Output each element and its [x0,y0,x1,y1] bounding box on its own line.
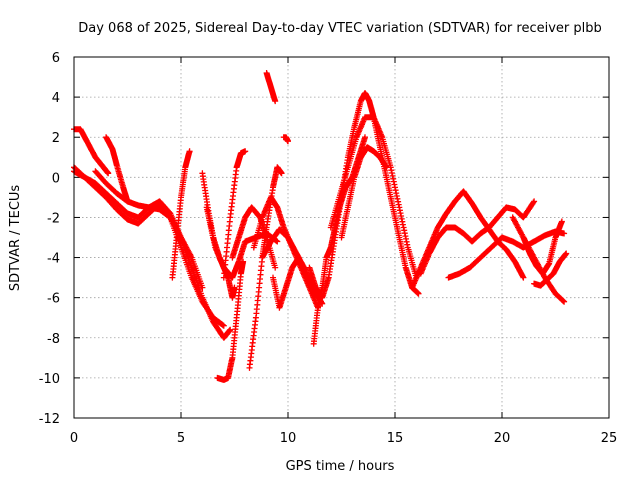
data-series-sat-n [259,226,326,307]
x-tick-label: 25 [601,431,618,446]
data-point-markers [327,114,420,281]
x-tick-label: 0 [70,431,78,446]
y-tick-label: 4 [52,91,60,106]
data-series-sat-q [270,254,302,311]
data-series-sat-p [280,134,291,145]
data-point-markers [203,204,238,301]
x-tick-label: 15 [387,431,404,446]
x-tick-label: 20 [494,431,511,446]
data-points [71,70,570,383]
x-tick-label: 5 [177,431,185,446]
chart-title: Day 068 of 2025, Sidereal Day-to-day VTE… [78,21,602,36]
y-tick-label: -4 [47,252,60,267]
data-point-markers [531,250,570,289]
y-tick-label: 0 [52,171,60,186]
data-series-sat-f [169,148,193,281]
data-point-markers [92,168,206,291]
data-series-sat-z [531,250,570,289]
x-tick-labels: 0 5 10 15 20 25 [70,431,617,446]
data-point-markers [169,148,193,281]
y-tick-label: -12 [39,412,60,427]
x-axis-label: GPS time / hours [286,459,395,474]
data-point-markers [270,254,302,311]
x-tick-label: 10 [280,431,297,446]
y-tick-labels: -12 -10 -8 -6 -4 -2 0 2 4 6 [39,51,60,427]
data-point-markers [306,90,422,301]
y-tick-label: -6 [47,292,60,307]
data-series-sat-i [214,258,247,383]
data-point-markers [246,164,285,371]
plot-frame [73,56,610,419]
data-series-sat-w [417,198,538,277]
data-point-markers [263,70,279,105]
data-point-markers [520,218,565,277]
data-point-markers [417,198,538,277]
y-tick-label: 6 [52,51,60,66]
data-point-markers [71,164,227,329]
y-tick-label: -2 [47,211,60,226]
data-series-sat-c [92,168,206,291]
data-series-sat-h [203,204,238,301]
grid-lines [74,57,609,418]
data-series-sat-s [306,90,422,301]
y-tick-label: 2 [52,131,60,146]
data-point-markers [214,258,247,383]
y-tick-label: -8 [47,332,60,347]
data-series-sat-b [71,164,227,329]
y-tick-label: -10 [39,372,60,387]
data-series-sat-l [246,164,285,371]
y-axis-label: SDTVAR / TECUs [8,185,23,292]
data-point-markers [338,144,390,241]
data-point-markers [103,134,131,205]
data-series-sat-j [220,148,249,281]
data-point-markers [220,148,249,281]
data-series-sat-e [103,134,131,205]
data-series-sat-aa [520,218,565,277]
data-series-sat-t [327,114,420,281]
data-point-markers [280,134,291,145]
data-series-sat-u [338,144,390,241]
data-series-sat-o [263,70,279,105]
data-point-markers [259,226,326,307]
